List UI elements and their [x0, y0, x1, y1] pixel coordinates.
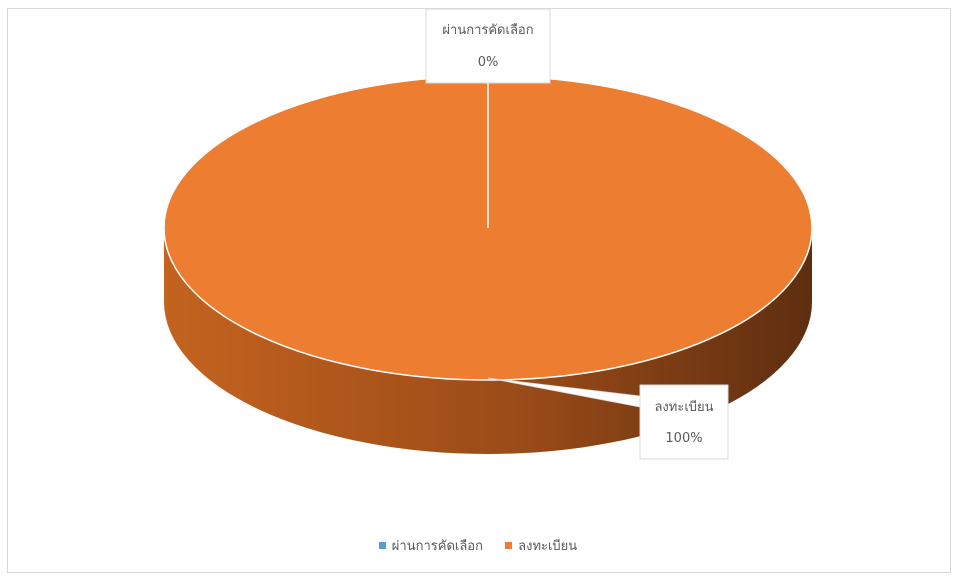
data-label-registered-percent: 100% — [665, 431, 702, 446]
legend-swatch-registered — [505, 542, 513, 549]
legend-label-passed: ผ่านการคัดเลือก — [391, 539, 483, 554]
legend: ผ่านการคัดเลือก ลงทะเบียน — [0, 535, 956, 556]
legend-label-registered: ลงทะเบียน — [518, 539, 578, 554]
legend-swatch-passed — [378, 542, 386, 549]
data-label-registered-name: ลงทะเบียน — [654, 399, 713, 415]
legend-item-registered: ลงทะเบียน — [505, 535, 577, 556]
data-label-passed-percent: 0% — [478, 55, 499, 70]
data-label-registered: ลงทะเบียน 100% — [639, 384, 729, 460]
data-label-passed: ผ่านการคัดเลือก 0% — [425, 8, 551, 84]
data-label-passed-name: ผ่านการคัดเลือก — [442, 22, 533, 38]
legend-item-passed: ผ่านการคัดเลือก — [378, 535, 483, 556]
